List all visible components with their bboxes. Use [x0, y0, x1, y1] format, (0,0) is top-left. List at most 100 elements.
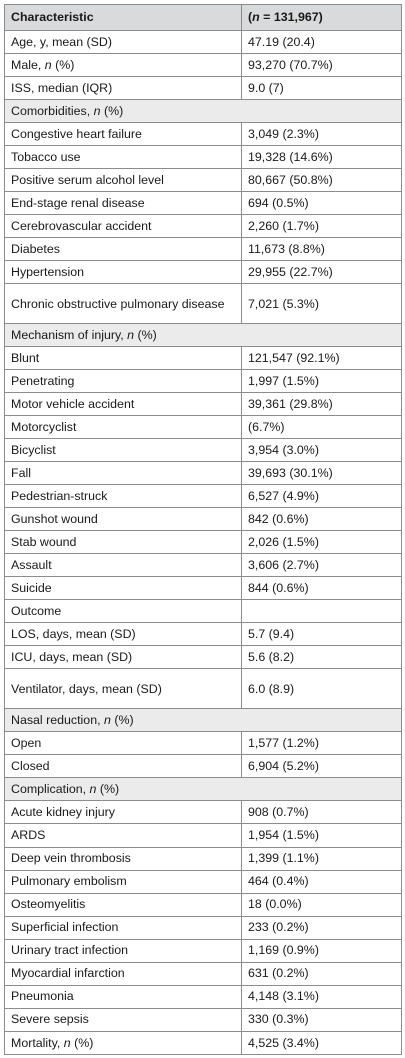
table-row-blunt: Blunt 121,547 (92.1%) [4, 346, 402, 371]
table-row-motorcyclist: Motorcyclist (6.7%) [4, 415, 402, 440]
table-row-closed: Closed 6,904 (5.2%) [4, 754, 402, 779]
section-row-complication-n: Complication, n (%) [4, 777, 402, 802]
table-row-severe-sepsis: Severe sepsis 330 (0.3%) [4, 1007, 402, 1032]
row-value: 2,026 (1.5%) [241, 530, 402, 555]
row-label: Osteomyelitis [4, 892, 242, 917]
row-value: 1,169 (0.9%) [241, 938, 402, 963]
row-value: 7,021 (5.3%) [241, 283, 402, 325]
row-label: Pedestrian-struck [4, 484, 242, 509]
table-body: Characteristic (n = 131,967) Age, y, mea… [4, 4, 402, 1055]
row-value [241, 599, 402, 624]
row-value: 908 (0.7%) [241, 800, 402, 825]
row-value: 1,997 (1.5%) [241, 369, 402, 394]
row-label: Superficial infection [4, 915, 242, 940]
row-label: Urinary tract infection [4, 938, 242, 963]
row-value: 464 (0.4%) [241, 869, 402, 894]
table-row-superficial-infection: Superficial infection 233 (0.2%) [4, 915, 402, 940]
row-value: 4,148 (3.1%) [241, 984, 402, 1009]
row-value: 694 (0.5%) [241, 191, 402, 216]
row-value: 6,904 (5.2%) [241, 754, 402, 779]
row-value: 5.7 (9.4) [241, 622, 402, 647]
section-row-mechanism-of-injury-n: Mechanism of injury, n (%) [4, 323, 402, 348]
row-value: 3,049 (2.3%) [241, 122, 402, 147]
section-label: Nasal reduction, n (%) [4, 708, 402, 733]
row-label: Stab wound [4, 530, 242, 555]
row-value: 844 (0.6%) [241, 576, 402, 601]
row-label: Motor vehicle accident [4, 392, 242, 417]
table-row-myocardial-infarction: Myocardial infarction 631 (0.2%) [4, 961, 402, 986]
row-label: Acute kidney injury [4, 800, 242, 825]
section-row-nasal-reduction-n: Nasal reduction, n (%) [4, 708, 402, 733]
row-label: Motorcyclist [4, 415, 242, 440]
table-row-stab-wound: Stab wound 2,026 (1.5%) [4, 530, 402, 555]
table-row-gunshot-wound: Gunshot wound 842 (0.6%) [4, 507, 402, 532]
row-label: Closed [4, 754, 242, 779]
row-value: 80,667 (50.8%) [241, 168, 402, 193]
table-row-ventilator-days-mean-sd: Ventilator, days, mean (SD) 6.0 (8.9) [4, 668, 402, 710]
row-label: Tobacco use [4, 145, 242, 170]
row-value: 121,547 (92.1%) [241, 346, 402, 371]
row-value: 9.0 (7) [241, 76, 402, 101]
row-value: 1,954 (1.5%) [241, 823, 402, 848]
table-row-tobacco-use: Tobacco use 19,328 (14.6%) [4, 145, 402, 170]
section-label: Complication, n (%) [4, 777, 402, 802]
row-value: 19,328 (14.6%) [241, 145, 402, 170]
row-value: 47.19 (20.4) [241, 29, 402, 55]
table-row-motor-vehicle-accident: Motor vehicle accident 39,361 (29.8%) [4, 392, 402, 417]
table-row-outcome: Outcome [4, 599, 402, 624]
section-label: Mechanism of injury, n (%) [4, 323, 402, 348]
header-characteristic: Characteristic [4, 4, 242, 31]
table-row-assault: Assault 3,606 (2.7%) [4, 553, 402, 578]
row-value: 330 (0.3%) [241, 1007, 402, 1032]
row-label: ARDS [4, 823, 242, 848]
characteristics-table: Characteristic (n = 131,967) Age, y, mea… [4, 4, 402, 1055]
row-value: 631 (0.2%) [241, 961, 402, 986]
row-value: 1,399 (1.1%) [241, 846, 402, 871]
row-label: ICU, days, mean (SD) [4, 645, 242, 670]
row-label: Fall [4, 461, 242, 486]
table-row-urinary-tract-infection: Urinary tract infection 1,169 (0.9%) [4, 938, 402, 963]
row-label: Gunshot wound [4, 507, 242, 532]
table-row-age-y-mean-sd: Age, y, mean (SD) 47.19 (20.4) [4, 29, 402, 55]
row-label: Blunt [4, 346, 242, 371]
row-value: 842 (0.6%) [241, 507, 402, 532]
table-row-fall: Fall 39,693 (30.1%) [4, 461, 402, 486]
table-row-iss-median-iqr: ISS, median (IQR) 9.0 (7) [4, 76, 402, 101]
row-value: 29,955 (22.7%) [241, 260, 402, 285]
row-label: Penetrating [4, 369, 242, 394]
row-label: Cerebrovascular accident [4, 214, 242, 239]
row-label: Deep vein thrombosis [4, 846, 242, 871]
row-value: 93,270 (70.7%) [241, 53, 402, 78]
table-row-ards: ARDS 1,954 (1.5%) [4, 823, 402, 848]
row-label: Age, y, mean (SD) [4, 29, 242, 55]
row-value: 11,673 (8.8%) [241, 237, 402, 262]
table-row-acute-kidney-injury: Acute kidney injury 908 (0.7%) [4, 800, 402, 825]
row-value: 6.0 (8.9) [241, 668, 402, 710]
row-label: Open [4, 731, 242, 756]
table-row-penetrating: Penetrating 1,997 (1.5%) [4, 369, 402, 394]
row-label: Chronic obstructive pulmonary disease [4, 283, 242, 325]
row-label: Pulmonary embolism [4, 869, 242, 894]
row-label: LOS, days, mean (SD) [4, 622, 242, 647]
row-label: Positive serum alcohol level [4, 168, 242, 193]
row-label: Outcome [4, 599, 242, 624]
row-value: 4,525 (3.4%) [241, 1030, 402, 1055]
table-row-positive-serum-alcohol-level: Positive serum alcohol level 80,667 (50.8… [4, 168, 402, 193]
row-label: Hypertension [4, 260, 242, 285]
row-label: Bicyclist [4, 438, 242, 463]
row-value: 6,527 (4.9%) [241, 484, 402, 509]
table-row-pulmonary-embolism: Pulmonary embolism 464 (0.4%) [4, 869, 402, 894]
row-label: Ventilator, days, mean (SD) [4, 668, 242, 710]
table-row-osteomyelitis: Osteomyelitis 18 (0.0%) [4, 892, 402, 917]
table-row-suicide: Suicide 844 (0.6%) [4, 576, 402, 601]
table-row-diabetes: Diabetes 11,673 (8.8%) [4, 237, 402, 262]
row-label: Suicide [4, 576, 242, 601]
section-row-comorbidities-n: Comorbidities, n (%) [4, 99, 402, 124]
table-row-congestive-heart-failure: Congestive heart failure 3,049 (2.3%) [4, 122, 402, 147]
table-row-cerebrovascular-accident: Cerebrovascular accident 2,260 (1.7%) [4, 214, 402, 239]
row-label: Severe sepsis [4, 1007, 242, 1032]
table-row-chronic-obstructive-pulmonary-disease: Chronic obstructive pulmonary disease 7,0… [4, 283, 402, 325]
header-n: (n = 131,967) [241, 4, 402, 31]
row-value: (6.7%) [241, 415, 402, 440]
